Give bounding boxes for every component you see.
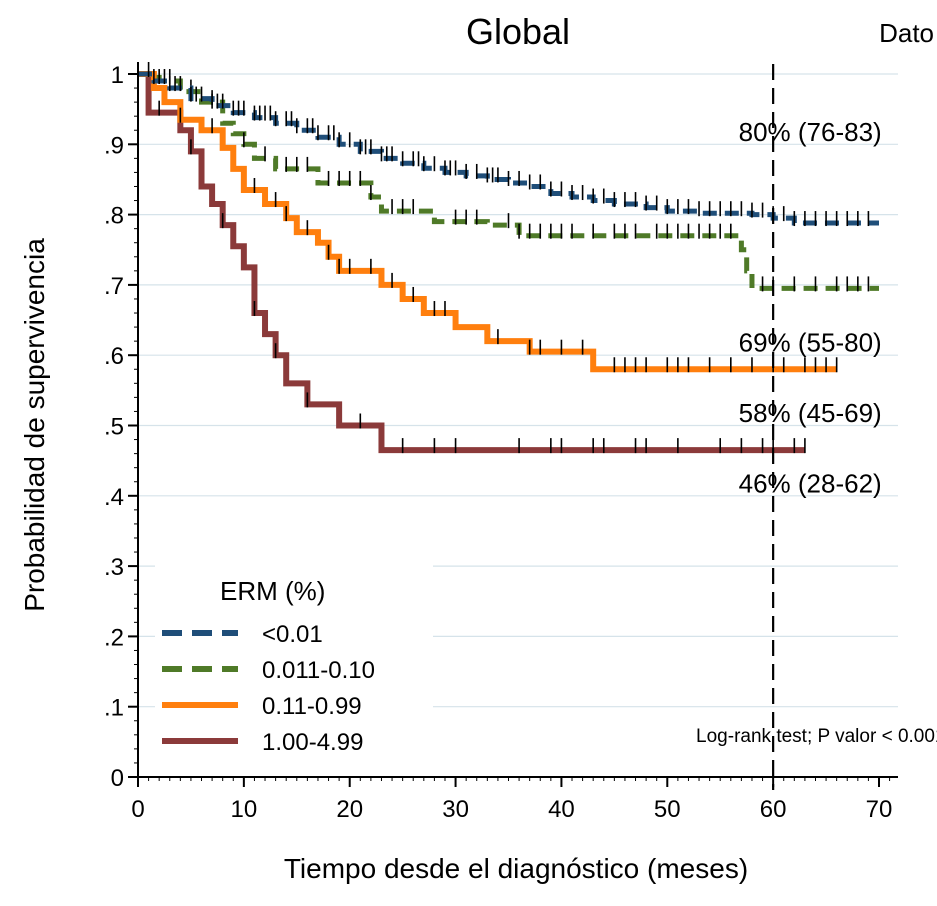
y-axis-label: Probabilidad de supervivencia	[19, 238, 50, 612]
x-tick-label: 50	[654, 796, 681, 823]
x-tick-label: 70	[866, 796, 893, 823]
x-tick-label: 0	[131, 796, 144, 823]
y-tick-label: .2	[104, 624, 124, 651]
y-tick-label: .8	[104, 203, 124, 230]
y-tick-label: .1	[104, 695, 124, 722]
axes: 0.1.2.3.4.5.6.7.8.910 10 20 30 40 50 60 70	[104, 62, 898, 823]
x-tick-label: 60	[760, 796, 787, 823]
logrank-annotation: Log-rank test; P valor < 0.001	[696, 726, 937, 747]
series-3	[138, 71, 806, 454]
y-tick-label: .9	[104, 132, 124, 159]
x-tick-label: 20	[336, 796, 363, 823]
legend-label: 0.011-0.10	[262, 657, 375, 684]
legend-title: ERM (%)	[220, 576, 325, 606]
y-tick-label: .6	[104, 343, 124, 370]
y-tick-label: .3	[104, 554, 124, 581]
legend: ERM (%) <0.01 0.011-0.10 0.11-0.99 1.00-4.9…	[155, 562, 433, 768]
x-tick-label: 40	[548, 796, 575, 823]
survival-annotation: 80% (76-83)	[739, 117, 882, 147]
chart-title: Global	[466, 11, 570, 52]
legend-label: 1.00-4.99	[262, 729, 363, 756]
survival-annotation: 69% (55-80)	[739, 328, 882, 358]
survival-annotation: 46% (28-62)	[739, 468, 882, 498]
survival-annotation: 58% (45-69)	[739, 398, 882, 428]
corner-text: Dato	[879, 18, 934, 48]
annotations: 80% (76-83) 69% (55-80) 58% (45-69) 46% (28…	[696, 117, 937, 747]
x-axis-label: Tiempo desde el diagnóstico (meses)	[284, 853, 748, 884]
series-0	[138, 62, 879, 227]
legend-label: <0.01	[262, 621, 323, 648]
y-tick-label: 0	[111, 765, 124, 792]
survival-curves	[138, 62, 879, 454]
x-tick-label: 30	[442, 796, 469, 823]
legend-items: <0.01 0.011-0.10 0.11-0.99 1.00-4.99	[162, 621, 375, 756]
y-tick-label: .5	[104, 414, 124, 441]
x-tick-label: 10	[231, 796, 258, 823]
legend-label: 0.11-0.99	[262, 693, 362, 720]
legend-box	[155, 562, 433, 768]
y-tick-label: .7	[104, 273, 124, 300]
y-tick-label: 1	[111, 62, 124, 89]
series-2	[138, 71, 838, 373]
y-tick-label: .4	[104, 484, 124, 511]
